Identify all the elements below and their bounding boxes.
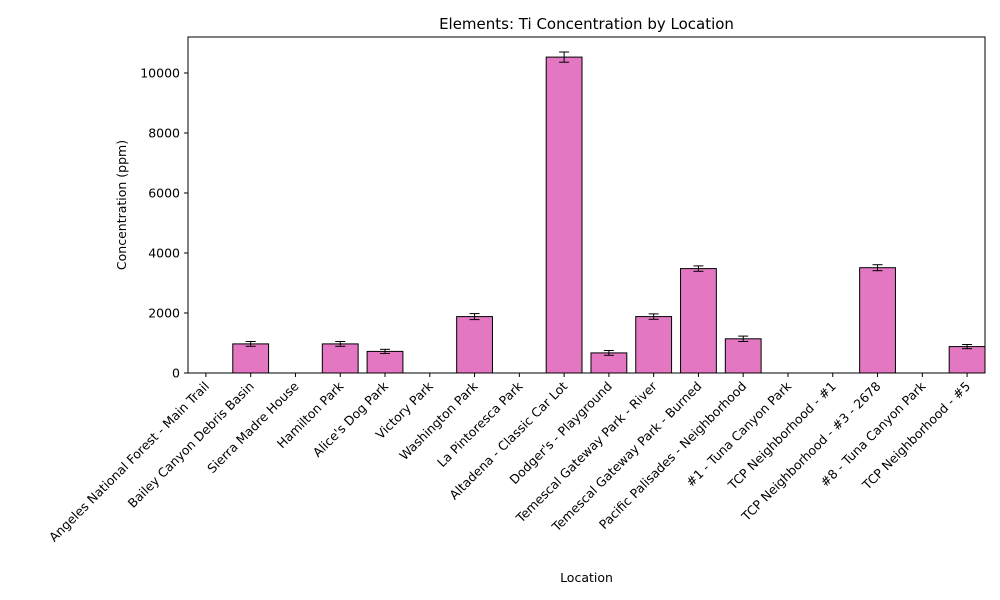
error-bar-1 — [245, 341, 256, 347]
y-tick-label-3: 6000 — [148, 186, 180, 201]
bar-3 — [321, 343, 359, 374]
error-bar-11 — [693, 265, 704, 272]
bar-4 — [366, 350, 404, 374]
bar-12 — [724, 338, 762, 374]
y-tick-label-0: 0 — [172, 366, 180, 381]
y-tick-label-1: 2000 — [148, 306, 180, 321]
bar-11 — [680, 268, 717, 374]
x-axis-label: Location — [560, 570, 613, 585]
x-tick-label-6: Washington Park — [396, 378, 481, 463]
y-axis: 0 2000 4000 6000 8000 10000 — [140, 66, 188, 381]
error-bar-12 — [738, 335, 749, 342]
error-bar-6 — [469, 313, 480, 321]
y-axis-label: Concentration (ppm) — [114, 140, 129, 270]
x-tick-label-4: Alice's Dog Park — [310, 378, 392, 460]
error-bar-9 — [603, 350, 614, 356]
bar-17 — [948, 346, 986, 374]
bar-8 — [545, 56, 583, 374]
bar-1 — [232, 343, 270, 374]
bar-9 — [590, 352, 628, 374]
error-bar-3 — [335, 341, 346, 347]
bar-6 — [456, 316, 493, 374]
x-tick-label-7: La Pintoresca Park — [434, 378, 526, 470]
error-bar-4 — [380, 348, 391, 354]
error-bar-8 — [559, 51, 570, 63]
y-tick-label-5: 10000 — [140, 66, 180, 81]
y-tick-label-2: 4000 — [148, 246, 180, 261]
bar-10 — [635, 316, 673, 374]
x-tick-label-0: Angeles National Forest - Main Trail — [46, 379, 212, 545]
error-bar-10 — [648, 313, 659, 320]
error-bar-17 — [962, 344, 973, 350]
error-bar-15 — [872, 264, 883, 272]
x-axis: Angeles National Forest - Main TrailBail… — [46, 373, 973, 545]
plot-area-frame — [187, 36, 986, 374]
bars-layer — [232, 56, 986, 374]
error-bars-layer — [200, 51, 973, 374]
chart-title: Elements: Ti Concentration by Location — [439, 15, 734, 33]
y-tick-label-4: 8000 — [148, 126, 180, 141]
bar-15 — [859, 267, 896, 374]
